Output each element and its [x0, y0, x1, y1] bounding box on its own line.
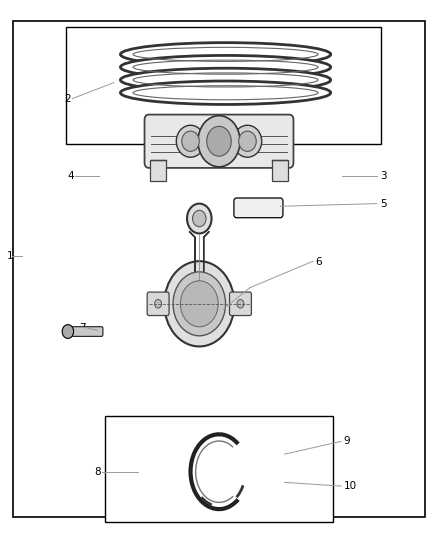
- Text: 4: 4: [67, 171, 74, 181]
- Text: 10: 10: [343, 481, 357, 491]
- Circle shape: [187, 204, 212, 233]
- Text: 1: 1: [7, 251, 13, 261]
- Ellipse shape: [120, 43, 331, 66]
- Bar: [105, 416, 333, 522]
- Ellipse shape: [120, 68, 331, 92]
- FancyBboxPatch shape: [145, 115, 293, 168]
- Text: 6: 6: [315, 257, 322, 267]
- Ellipse shape: [233, 125, 261, 157]
- Ellipse shape: [120, 55, 331, 79]
- Ellipse shape: [182, 131, 199, 151]
- Circle shape: [237, 300, 244, 308]
- Bar: [272, 160, 288, 181]
- Ellipse shape: [239, 131, 256, 151]
- Polygon shape: [190, 232, 209, 282]
- FancyBboxPatch shape: [230, 292, 251, 316]
- Ellipse shape: [176, 125, 205, 157]
- Text: 7: 7: [79, 323, 85, 333]
- Circle shape: [155, 300, 162, 308]
- Text: 5: 5: [380, 199, 387, 208]
- Circle shape: [173, 272, 226, 336]
- Circle shape: [193, 211, 206, 227]
- Bar: [66, 27, 381, 144]
- Circle shape: [198, 116, 240, 167]
- Circle shape: [180, 281, 218, 327]
- Ellipse shape: [120, 81, 331, 104]
- Circle shape: [62, 325, 74, 338]
- Text: 2: 2: [64, 94, 71, 103]
- Text: 3: 3: [380, 171, 387, 181]
- Circle shape: [207, 126, 231, 156]
- Text: 9: 9: [343, 437, 350, 446]
- Circle shape: [164, 261, 234, 346]
- FancyBboxPatch shape: [72, 327, 103, 336]
- Text: 8: 8: [94, 467, 101, 477]
- FancyBboxPatch shape: [234, 198, 283, 217]
- FancyBboxPatch shape: [147, 292, 169, 316]
- Bar: [150, 160, 166, 181]
